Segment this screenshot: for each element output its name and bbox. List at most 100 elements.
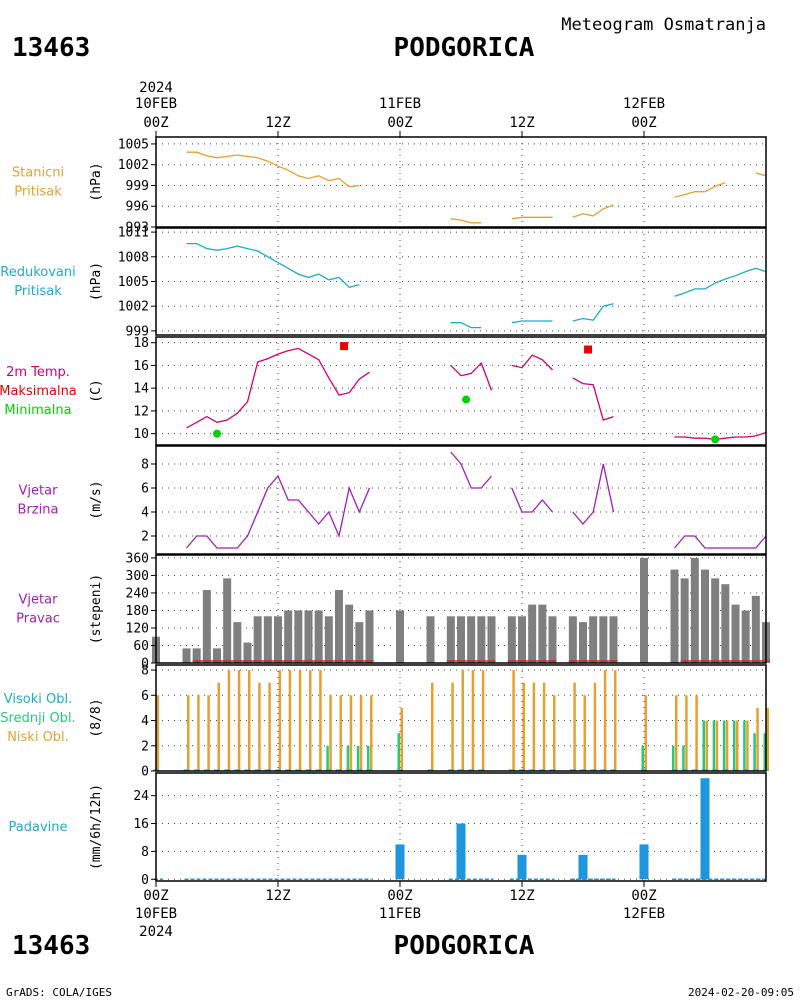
panel-oblaci: 0 2 4 6 8 (8/8) Visoki Obl. Srednji Obl. Niski O… — [0, 664, 769, 780]
panel-vjetar-brzina: 2 4 6 8 (m/s) Vjetar Brzina — [18, 445, 767, 555]
date-label-bottom: 12FEB — [623, 906, 665, 922]
low-cloud-bar — [237, 670, 241, 771]
low-cloud-bar — [766, 707, 769, 771]
mid-cloud-bar — [682, 745, 685, 771]
wind-direction-bar — [701, 569, 709, 663]
meteogram-subtitle: Meteogram Osmatranja — [561, 15, 766, 35]
y-tick-label: 999 — [126, 324, 149, 339]
axis-unit-label: (stepeni) — [89, 574, 104, 644]
variable-label: Padavine — [9, 820, 68, 835]
low-cloud-bar — [207, 695, 210, 771]
hour-label-bottom: 00Z — [387, 888, 412, 904]
y-tick-label: 8 — [141, 845, 149, 860]
tmax-marker — [584, 345, 593, 354]
wind-direction-bar — [314, 610, 323, 663]
low-cloud-bar — [695, 695, 698, 771]
low-cloud-bar — [481, 670, 485, 771]
wind-direction-bar — [304, 610, 313, 663]
wind-direction-bar — [294, 610, 303, 663]
wind-direction-bar — [335, 590, 343, 663]
wind-direction-bar — [670, 569, 679, 663]
precip-bar — [517, 854, 527, 880]
wind-direction-bar — [253, 616, 262, 663]
variable-label: Pritisak — [14, 284, 62, 299]
panel-stanicni-pritisak: 993 996 999 1002 1005 (hPa) Stanicni Pritisak — [12, 136, 767, 236]
low-cloud-bar — [573, 682, 576, 771]
wind-direction-bar — [507, 616, 516, 663]
wind-direction-bar — [467, 616, 476, 663]
low-cloud-bar — [359, 695, 363, 771]
series-line — [186, 451, 767, 549]
hour-label-bottom: 12Z — [509, 888, 534, 904]
low-cloud-bar — [298, 670, 302, 771]
y-tick-label: 1002 — [118, 300, 149, 315]
hour-label-bottom: 00Z — [143, 888, 168, 904]
variable-label: Redukovani — [0, 265, 75, 280]
date-label-bottom: 11FEB — [379, 906, 421, 922]
y-tick-label: 1005 — [118, 275, 149, 290]
wind-direction-bar — [192, 648, 201, 663]
low-cloud-bar — [268, 682, 271, 771]
station-name-bottom: PODGORICA — [394, 931, 535, 961]
wind-direction-bar — [548, 616, 557, 663]
wind-direction-bar — [640, 557, 648, 663]
variable-label: Maksimalna — [0, 384, 77, 399]
y-tick-label: 0 — [141, 873, 149, 888]
axis-unit-label: (mm/6h/12h) — [89, 784, 104, 870]
wind-direction-bar — [751, 595, 760, 663]
mid-cloud-bar — [641, 745, 644, 771]
y-tick-label: 999 — [126, 179, 149, 194]
axis-unit-label: (C) — [89, 379, 104, 402]
y-tick-label: 1005 — [118, 137, 149, 152]
time-axis-bottom: 2024 00Z 10FEB 12Z 00Z 11FEB 12Z 00Z 12FEB — [135, 881, 665, 940]
wind-direction-bar — [324, 616, 333, 663]
y-tick-label: 4 — [141, 506, 149, 521]
low-cloud-bar — [156, 695, 159, 771]
low-cloud-bar — [197, 695, 200, 771]
wind-direction-bar — [396, 610, 404, 663]
wind-direction-bar — [274, 616, 282, 663]
low-cloud-bar — [248, 670, 251, 771]
panel-frame — [155, 554, 767, 664]
low-cloud-bar — [187, 695, 190, 771]
y-tick-label: 360 — [126, 551, 149, 566]
low-cloud-bar — [715, 720, 719, 771]
precip-bar — [456, 823, 466, 880]
axis-unit-label: (8/8) — [89, 698, 104, 737]
low-cloud-bar — [532, 682, 536, 771]
panel-padavine: 0 8 16 24 (mm/6h/12h) Padavine — [9, 772, 768, 888]
low-cloud-bar — [593, 682, 597, 771]
variable-label: Pravac — [16, 612, 60, 627]
mid-cloud-bar — [702, 720, 705, 771]
variable-label: 2m Temp. — [6, 365, 70, 380]
precip-bar — [578, 854, 588, 880]
mid-cloud-bar — [672, 745, 675, 771]
variable-label: Minimalna — [4, 403, 71, 418]
wind-direction-bar — [345, 604, 354, 663]
variable-label: Vjetar — [19, 593, 59, 608]
variable-label: Visoki Obl. — [4, 692, 72, 707]
low-cloud-bar — [603, 670, 607, 771]
mid-cloud-bar — [763, 733, 766, 771]
wind-direction-bar — [233, 622, 242, 663]
low-cloud-bar — [583, 695, 586, 771]
precip-bar — [639, 844, 649, 880]
y-tick-label: 1002 — [118, 158, 149, 173]
y-tick-label: 8 — [141, 458, 149, 473]
series-line — [186, 347, 767, 440]
low-cloud-bar — [339, 695, 342, 771]
wind-direction-bar — [355, 622, 364, 663]
year-label-top: 2024 — [139, 80, 173, 96]
panels: 99399699910021005(hPa)StanicniPritisak99… — [0, 136, 770, 888]
low-cloud-bar — [553, 695, 556, 771]
variable-label: Srednji Obl. — [0, 711, 75, 726]
wind-direction-bar — [690, 557, 699, 663]
y-tick-label: 1008 — [118, 250, 149, 265]
y-tick-label: 6 — [141, 482, 149, 497]
wind-direction-bar — [182, 648, 191, 663]
y-tick-label: 0 — [141, 657, 149, 672]
mid-cloud-bar — [326, 745, 329, 771]
low-cloud-bar — [370, 695, 373, 771]
hour-label-top: 12Z — [265, 115, 290, 131]
